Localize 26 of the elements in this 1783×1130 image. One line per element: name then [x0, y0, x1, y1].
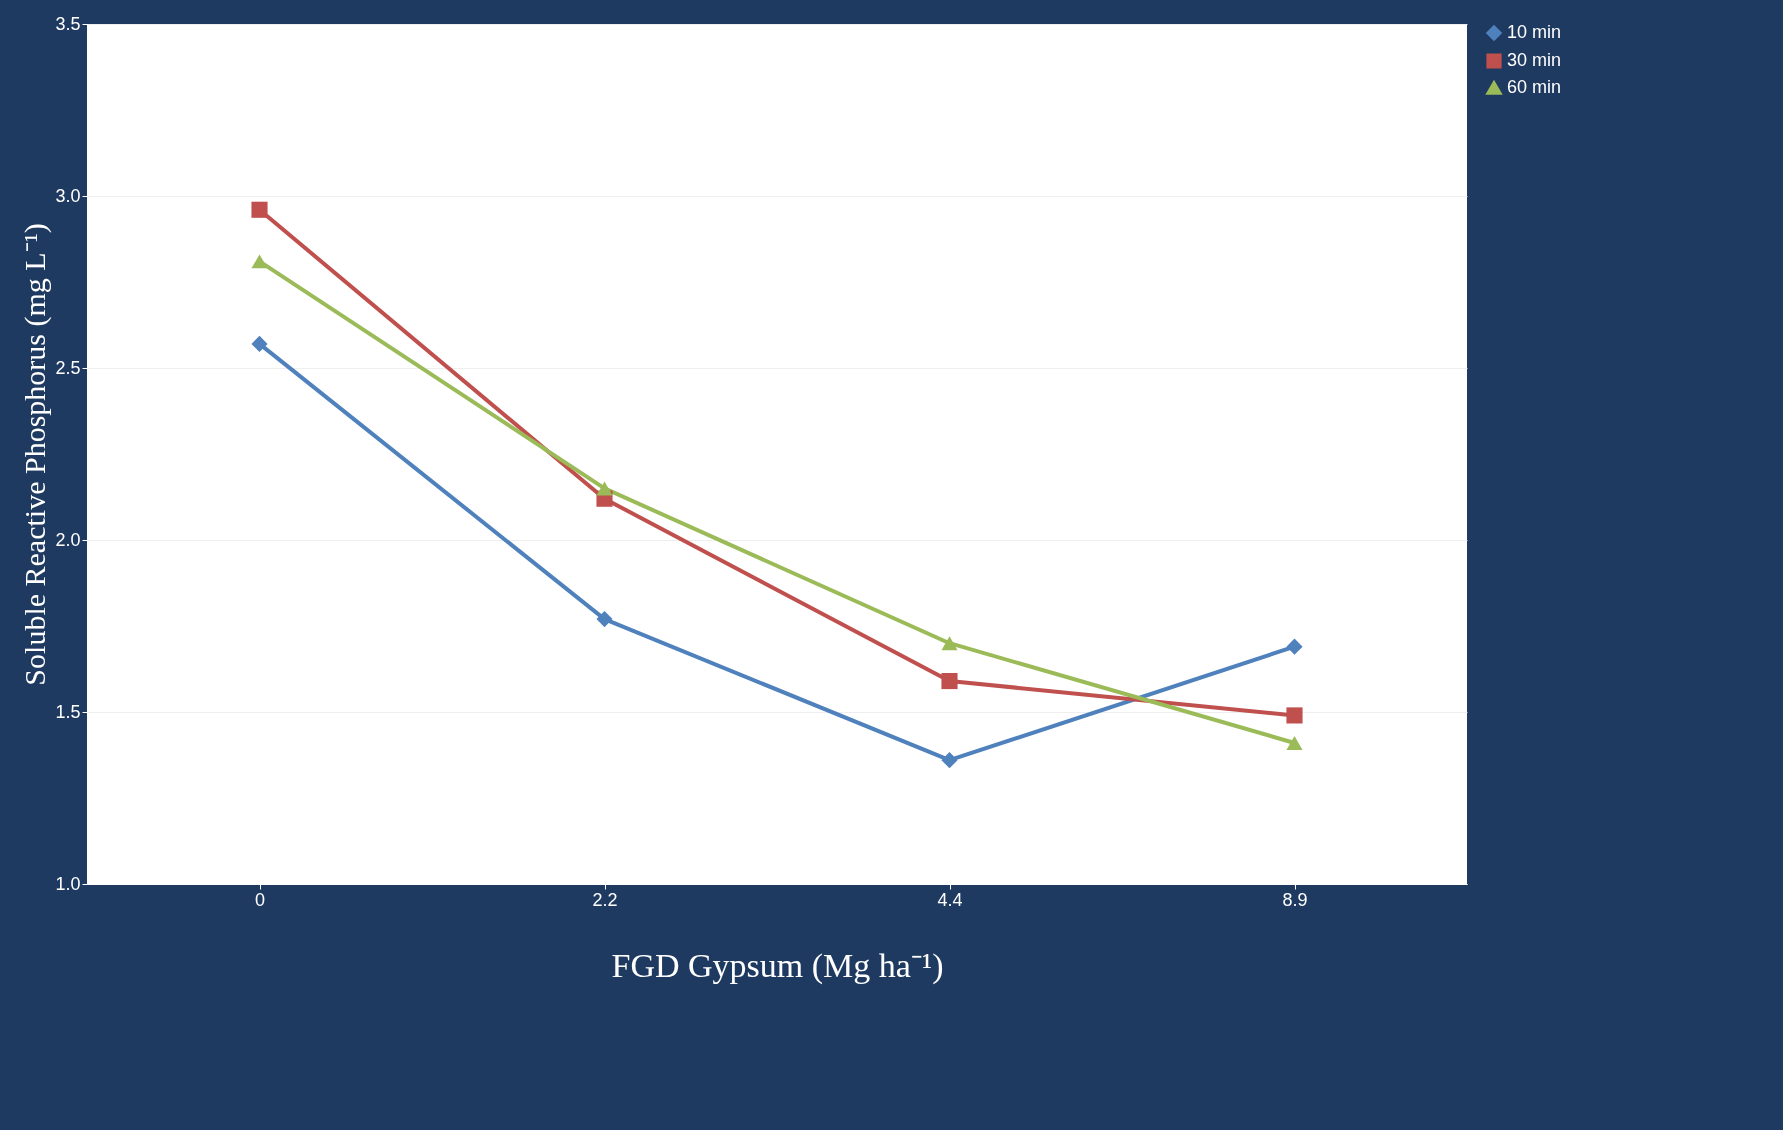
x-axis-title: FGD Gypsum (Mg ha⁻¹) [611, 946, 944, 985]
point [251, 201, 268, 218]
point [251, 335, 268, 352]
y-tick-label: 1.0 [55, 873, 81, 894]
legend-label: 60 min [1507, 77, 1562, 97]
point [941, 636, 958, 651]
point [941, 752, 958, 769]
point [596, 481, 613, 496]
point [1286, 707, 1303, 724]
legend-label: 30 min [1507, 50, 1562, 70]
y-tick-label: 3.5 [55, 13, 81, 34]
y-axis-title: Soluble Reactive Phosphorus (mg L⁻¹) [18, 223, 53, 686]
y-tick-label: 2.5 [55, 357, 81, 378]
point [1286, 638, 1303, 655]
y-tick-label: 1.5 [55, 701, 81, 722]
point [596, 611, 613, 628]
y-tick-label: 3.0 [55, 185, 81, 206]
point [1286, 735, 1303, 750]
point [941, 672, 958, 690]
x-tick-label: 0 [254, 889, 266, 910]
y-tick-label: 2.0 [55, 529, 81, 550]
x-tick-label: 4.4 [937, 889, 963, 910]
x-tick-label: 2.2 [592, 889, 618, 910]
point [251, 254, 268, 269]
legend-label: 10 min [1507, 22, 1562, 42]
x-tick-label: 8.9 [1282, 889, 1308, 910]
